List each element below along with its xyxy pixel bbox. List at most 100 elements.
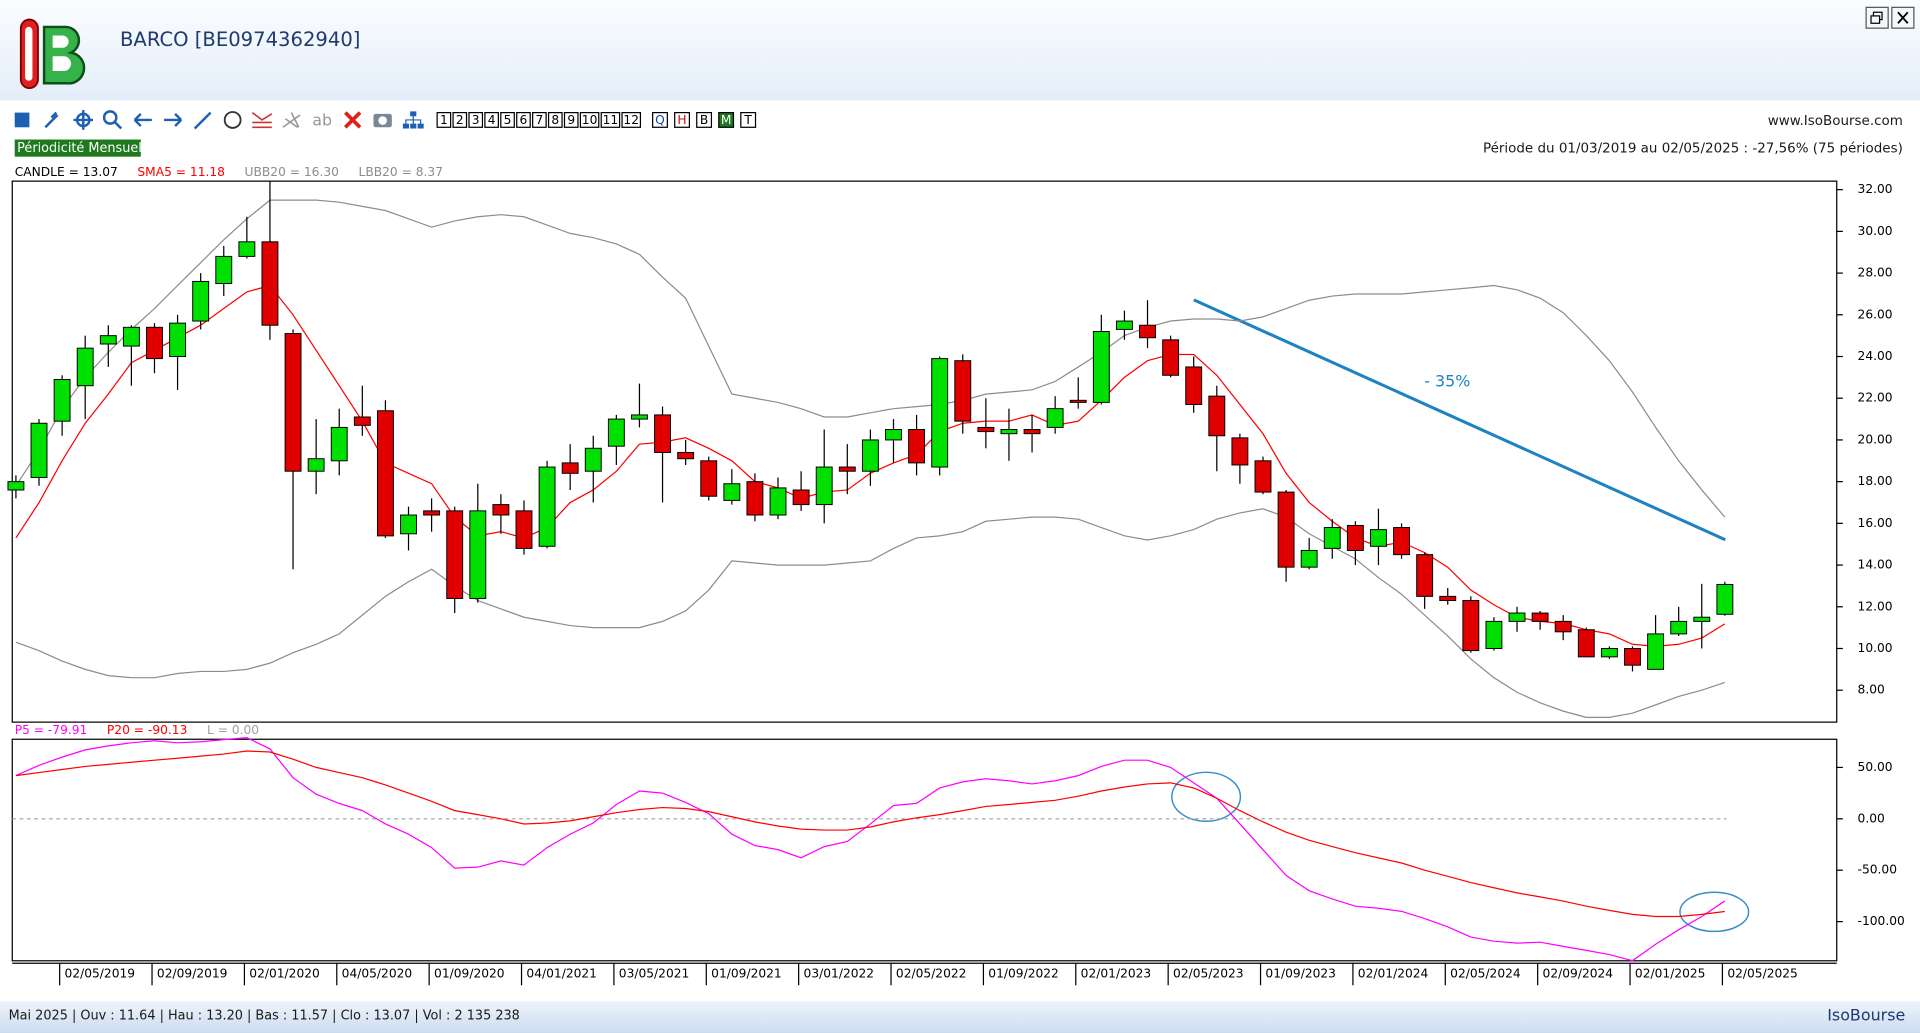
period-button-label: 10 xyxy=(582,113,598,127)
period-button-label: 11 xyxy=(603,113,619,127)
cross-highlight xyxy=(1171,771,1242,822)
x-tick-label: 02/01/2025 xyxy=(1635,967,1706,981)
tool-snapshot[interactable] xyxy=(373,113,392,128)
mode-button[interactable] xyxy=(718,111,735,128)
x-tick-label: 02/01/2023 xyxy=(1081,967,1152,981)
candle-body xyxy=(7,481,25,491)
x-tick-label: 01/09/2022 xyxy=(988,967,1059,981)
tool-fan[interactable] xyxy=(282,112,301,128)
period-button[interactable] xyxy=(600,111,621,128)
candle-body xyxy=(977,426,995,433)
candle-body xyxy=(1670,620,1688,635)
candle-body xyxy=(330,426,348,462)
mode-button-label: H xyxy=(677,113,686,127)
candle-body xyxy=(515,510,533,549)
candle-body xyxy=(1600,648,1618,658)
mode-button-label: B xyxy=(700,113,708,127)
window-title: BARCO [BE0974362940] xyxy=(120,28,360,51)
tool-zoom[interactable] xyxy=(102,110,123,130)
y-tick-label: 24.00 xyxy=(1858,349,1893,363)
x-tick-label: 01/09/2021 xyxy=(711,967,782,981)
candle-body xyxy=(1069,399,1087,403)
y-tick-label: 18.00 xyxy=(1858,474,1893,488)
window-controls xyxy=(1865,6,1915,29)
tool-pen[interactable] xyxy=(44,111,59,129)
period-button-label: 5 xyxy=(504,113,512,127)
candle-body xyxy=(169,322,187,358)
trend-line xyxy=(1193,298,1726,542)
period-button-label: 4 xyxy=(488,113,496,127)
candle-body xyxy=(1554,620,1572,633)
period-button[interactable] xyxy=(452,111,468,128)
tool-line[interactable] xyxy=(193,111,212,130)
period-button[interactable] xyxy=(621,111,642,128)
period-button[interactable] xyxy=(484,111,499,128)
x-tick-label: 02/05/2022 xyxy=(896,967,967,981)
candle-body xyxy=(1624,648,1641,666)
y-tick-label: 30.00 xyxy=(1858,224,1893,238)
y-tick-label: 32.00 xyxy=(1858,182,1893,196)
tool-tree[interactable] xyxy=(402,111,424,129)
indicator-line xyxy=(15,750,1725,918)
candle-body xyxy=(53,378,71,422)
y-tick-label: 14.00 xyxy=(1858,558,1893,572)
y-tick-label: 8.00 xyxy=(1858,683,1885,697)
candle-body xyxy=(1716,583,1734,615)
legend-entry: L = 0.00 xyxy=(207,723,259,737)
tool-back[interactable] xyxy=(133,112,152,127)
legend-entry: SMA5 = 11.18 xyxy=(137,165,225,179)
legend-entry: CANDLE = 13.07 xyxy=(15,165,118,179)
mode-button[interactable] xyxy=(652,111,668,128)
tool-delete[interactable] xyxy=(344,111,362,129)
toolbar: ab 1 2 3 4 5 6 7 8 9 10 11 12 Q H B M T xyxy=(14,110,757,130)
mode-button-label: M xyxy=(721,113,732,127)
site-link[interactable]: www.IsoBourse.com xyxy=(1768,114,1903,129)
candle-body xyxy=(1508,612,1526,622)
mode-button[interactable] xyxy=(740,111,757,128)
x-tick-label: 02/05/2019 xyxy=(65,967,136,981)
candle-body xyxy=(261,241,279,326)
period-button[interactable] xyxy=(532,111,547,128)
logo xyxy=(19,18,86,90)
period-button[interactable] xyxy=(468,111,484,128)
tool-circle[interactable] xyxy=(223,111,242,129)
tool-select[interactable] xyxy=(14,112,30,128)
period-button[interactable] xyxy=(579,111,600,128)
tool-fibo[interactable] xyxy=(251,111,273,129)
candle-body xyxy=(192,280,210,322)
legend-entry: P5 = -79.91 xyxy=(15,723,88,737)
x-tick-label: 03/01/2022 xyxy=(804,967,875,981)
y-tick-label: 28.00 xyxy=(1858,266,1893,280)
x-tick-label: 02/05/2023 xyxy=(1173,967,1244,981)
candle-body xyxy=(400,514,417,535)
mode-button[interactable] xyxy=(674,111,690,128)
period-button-label: 12 xyxy=(623,113,639,127)
candle-body xyxy=(30,422,48,478)
status-brand: IsoBourse xyxy=(1827,1005,1905,1024)
period-button[interactable] xyxy=(563,111,579,128)
candle-body xyxy=(1323,527,1341,549)
candle-body xyxy=(561,462,579,474)
candle-body xyxy=(607,418,625,447)
y-tick-label: -50.00 xyxy=(1858,863,1897,877)
y-tick-label: 12.00 xyxy=(1858,599,1893,613)
period-button[interactable] xyxy=(436,111,452,128)
candle-body xyxy=(284,333,302,472)
period-button[interactable] xyxy=(500,111,515,128)
x-tick-label: 02/09/2024 xyxy=(1543,967,1614,981)
candle-body xyxy=(1577,629,1595,658)
mode-button[interactable] xyxy=(696,111,713,128)
header-bar xyxy=(0,0,1920,101)
status-text: Mai 2025 | Ouv : 11.64 | Hau : 13.20 | B… xyxy=(9,1008,520,1023)
candle-body xyxy=(146,326,163,360)
period-button[interactable] xyxy=(547,111,563,128)
mode-button-label: Q xyxy=(655,113,665,127)
period-button[interactable] xyxy=(516,111,531,128)
candle-body xyxy=(885,429,902,441)
candle-body xyxy=(677,451,695,460)
tool-crosshair[interactable] xyxy=(73,110,94,130)
candle-body xyxy=(838,466,856,472)
periodicity-badge xyxy=(14,139,141,157)
tool-text[interactable]: ab xyxy=(312,111,332,130)
tool-forward[interactable] xyxy=(164,112,183,127)
